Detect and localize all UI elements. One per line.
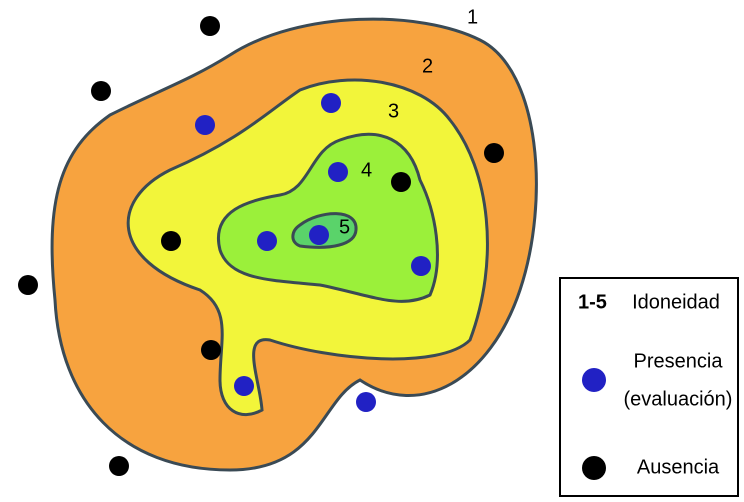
absence-point <box>391 172 411 192</box>
absence-point <box>484 143 504 163</box>
presence-point <box>328 162 348 182</box>
legend-presence-marker <box>582 368 606 392</box>
absence-point <box>109 456 129 476</box>
presence-point <box>195 115 215 135</box>
presence-point <box>309 225 329 245</box>
absence-point <box>161 231 181 251</box>
zone-label: 3 <box>388 100 399 122</box>
presence-point <box>257 231 277 251</box>
absence-point <box>91 81 111 101</box>
presence-point <box>234 376 254 396</box>
legend-absence-marker <box>582 456 606 480</box>
zone-label: 2 <box>422 55 433 77</box>
absence-point <box>200 16 220 36</box>
legend-range-label: Idoneidad <box>632 291 720 313</box>
presence-point <box>321 93 341 113</box>
absence-point <box>18 275 38 295</box>
absence-point <box>201 340 221 360</box>
zone-label: 4 <box>361 159 372 181</box>
legend-range: 1-5 <box>578 291 607 313</box>
presence-point <box>411 256 431 276</box>
zone-label: 1 <box>467 6 478 28</box>
absence-points <box>18 16 504 476</box>
legend: 1-5 Idoneidad Presencia (evaluación) Aus… <box>559 277 739 497</box>
presence-points <box>195 93 431 412</box>
legend-presence-label: Presencia <box>634 350 724 372</box>
legend-presence-label: (evaluación) <box>624 388 733 410</box>
zone-label: 5 <box>339 216 350 238</box>
presence-point <box>356 392 376 412</box>
legend-absence-label: Ausencia <box>637 456 720 478</box>
